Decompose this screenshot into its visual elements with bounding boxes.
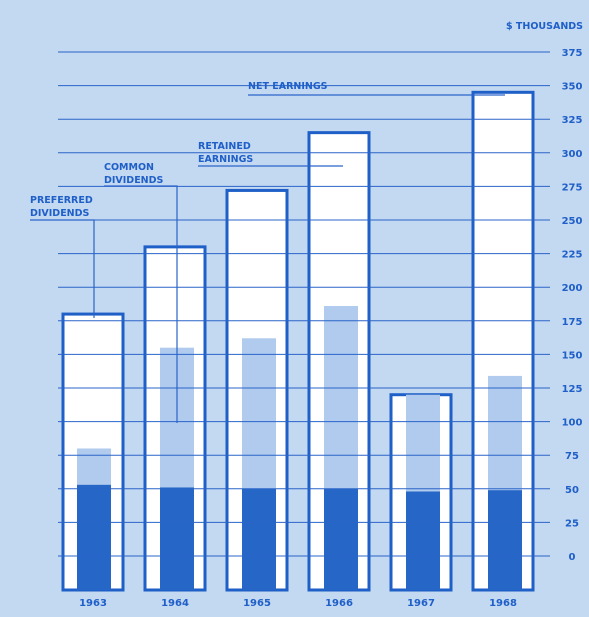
y-tick-label-150: 150 — [562, 350, 583, 361]
x-tick-label-1964: 1964 — [161, 598, 189, 609]
preferred-dividends-bar-1966 — [324, 488, 358, 590]
common-dividends-bar-1967 — [406, 394, 440, 492]
common-dividends-bar-1965 — [242, 338, 276, 489]
preferred-dividends-bar-1965 — [242, 488, 276, 590]
preferred-dividends-bar-1964 — [160, 487, 194, 590]
y-tick-label-250: 250 — [562, 216, 583, 227]
net-earnings-label-line-1: NET EARNINGS — [248, 81, 328, 92]
retained-earnings-label-line-1: RETAINED — [198, 141, 251, 152]
preferred-dividends-leader — [30, 219, 95, 318]
y-tick-label-300: 300 — [562, 149, 583, 160]
preferred-dividends-label-line-1: PREFERRED — [30, 195, 93, 206]
preferred-dividends-bar-1967 — [406, 491, 440, 590]
preferred-dividends-bar-1963 — [77, 484, 111, 590]
common-dividends-bar-1963 — [77, 448, 111, 485]
common-dividends-leader — [104, 185, 178, 423]
preferred-dividends-bar-1968 — [488, 490, 522, 590]
y-tick-label-125: 125 — [562, 384, 583, 395]
preferred-dividends-label-line-2: DIVIDENDS — [30, 208, 90, 219]
x-tick-label-1963: 1963 — [79, 598, 107, 609]
unit-label: $ THOUSANDS — [506, 21, 583, 32]
x-tick-label-1967: 1967 — [407, 598, 435, 609]
y-tick-label-50: 50 — [565, 485, 579, 496]
x-tick-label-1968: 1968 — [489, 598, 517, 609]
y-tick-label-175: 175 — [562, 317, 583, 328]
common-dividends-bar-1968 — [488, 375, 522, 491]
common-dividends-bar-1966 — [324, 306, 358, 489]
y-tick-label-225: 225 — [562, 250, 583, 261]
y-tick-label-325: 325 — [562, 115, 583, 126]
retained-earnings-label-line-2: EARNINGS — [198, 154, 253, 165]
y-tick-label-275: 275 — [562, 182, 583, 193]
common-dividends-label-line-1: COMMON — [104, 162, 154, 173]
x-tick-label-1966: 1966 — [325, 598, 353, 609]
bars-layer — [61, 90, 535, 592]
grid-layer — [58, 51, 550, 557]
y-tick-label-350: 350 — [562, 82, 583, 93]
y-tick-label-25: 25 — [565, 518, 579, 529]
annotation-layer — [30, 94, 505, 423]
y-tick-label-200: 200 — [562, 283, 583, 294]
y-tick-label-375: 375 — [562, 48, 583, 59]
y-tick-label-100: 100 — [562, 418, 583, 429]
x-tick-label-1965: 1965 — [243, 598, 271, 609]
y-tick-label-0: 0 — [569, 552, 576, 563]
y-tick-label-75: 75 — [565, 451, 579, 462]
text-layer: 1963 1964 1965 1966 1967 1968 0 25 50 75 100 125 150… — [30, 21, 583, 609]
common-dividends-label-line-2: DIVIDENDS — [104, 175, 164, 186]
